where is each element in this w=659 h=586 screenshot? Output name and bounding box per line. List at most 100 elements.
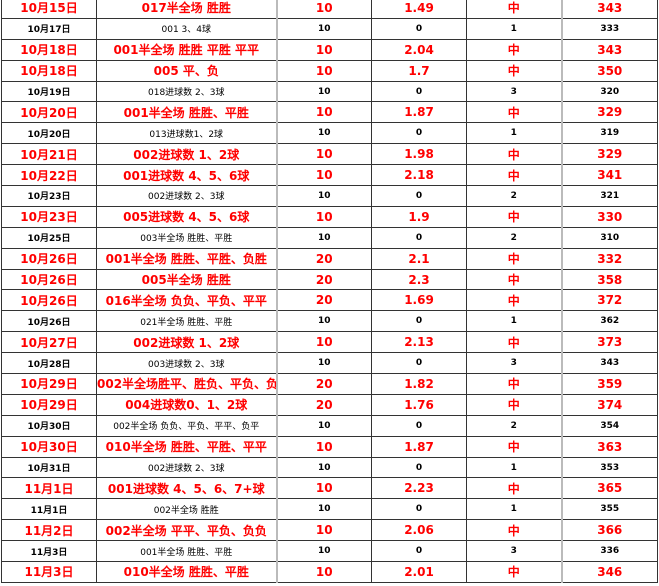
table-row: 10月25日 003半全场 胜胜、平胜 10 0 2 310	[1, 226, 658, 249]
stake-cell: 10	[276, 540, 372, 563]
stake-cell: 10	[276, 17, 372, 40]
pick-cell: 001进球数 4、5、6、7+球	[96, 477, 278, 500]
result-cell: 中	[466, 519, 563, 542]
total-cell: 358	[561, 268, 658, 291]
stake-cell: 20	[276, 289, 372, 312]
result-cell: 1	[466, 456, 563, 479]
odds-cell: 0	[371, 540, 467, 563]
odds-cell: 1.87	[371, 101, 467, 124]
table-row-hit: 10月22日 001进球数 4、5、6球 10 2.18 中 341	[1, 164, 658, 187]
pick-cell: 001 3、4球	[96, 17, 278, 40]
table-row: 11月1日 002半全场 胜胜 10 0 1 355	[1, 498, 658, 521]
table-row-hit: 10月23日 005进球数 4、5、6球 10 1.9 中 330	[1, 205, 658, 228]
table-row: 10月20日 013进球数1、2球 10 0 1 319	[1, 122, 658, 145]
pick-cell: 013进球数1、2球	[96, 122, 278, 145]
date-cell: 11月3日	[1, 561, 97, 583]
odds-cell: 2.1	[371, 247, 467, 270]
table-row-hit: 10月20日 001半全场 胜胜、平胜 10 1.87 中 329	[1, 101, 658, 124]
date-cell: 10月18日	[1, 59, 97, 82]
date-cell: 10月31日	[1, 456, 97, 479]
pick-cell: 016半全场 负负、平负、平平	[96, 289, 278, 312]
odds-cell: 0	[371, 310, 467, 333]
total-cell: 354	[561, 414, 658, 437]
date-cell: 10月19日	[1, 80, 97, 103]
result-cell: 中	[466, 0, 563, 19]
table-row-hit: 10月15日 017半全场 胜胜 10 1.49 中 343	[1, 0, 658, 19]
odds-cell: 2.06	[371, 519, 467, 542]
pick-cell: 002半全场 平平、平负、负负	[96, 519, 278, 542]
result-cell: 中	[466, 435, 563, 458]
odds-cell: 2.04	[371, 38, 467, 61]
date-cell: 10月30日	[1, 414, 97, 437]
pick-cell: 001半全场 胜胜、平胜	[96, 540, 278, 563]
date-cell: 10月15日	[1, 0, 97, 19]
date-cell: 10月20日	[1, 101, 97, 124]
odds-cell: 0	[371, 498, 467, 521]
odds-cell: 0	[371, 80, 467, 103]
total-cell: 365	[561, 477, 658, 500]
total-cell: 329	[561, 101, 658, 124]
table-row-hit: 10月29日 004进球数0、1、2球 20 1.76 中 374	[1, 393, 658, 416]
pick-cell: 017半全场 胜胜	[96, 0, 278, 19]
table-row: 10月26日 021半全场 胜胜、平胜 10 0 1 362	[1, 310, 658, 333]
pick-cell: 002半全场 负负、平负、平平、负平	[96, 414, 278, 437]
total-cell: 374	[561, 393, 658, 416]
date-cell: 11月1日	[1, 477, 97, 500]
result-cell: 中	[466, 331, 563, 354]
stake-cell: 10	[276, 519, 372, 542]
odds-cell: 2.3	[371, 268, 467, 291]
date-cell: 10月27日	[1, 331, 97, 354]
pick-cell: 002进球数 1、2球	[96, 331, 278, 354]
stake-cell: 20	[276, 268, 372, 291]
stake-cell: 10	[276, 185, 372, 207]
table-row: 10月28日 003进球数 2、3球 10 0 3 343	[1, 352, 658, 375]
table-row-hit: 10月18日 001半全场 胜胜 平胜 平平 10 2.04 中 343	[1, 38, 658, 61]
pick-cell: 005进球数 4、5、6球	[96, 205, 278, 228]
odds-cell: 1.82	[371, 373, 467, 395]
result-cell: 中	[466, 205, 563, 228]
odds-cell: 2.23	[371, 477, 467, 500]
total-cell: 343	[561, 38, 658, 61]
date-cell: 10月26日	[1, 310, 97, 333]
stake-cell: 20	[276, 373, 372, 395]
table-row: 10月31日 002进球数 2、3球 10 0 1 353	[1, 456, 658, 479]
total-cell: 346	[561, 561, 658, 583]
total-cell: 341	[561, 164, 658, 187]
total-cell: 333	[561, 17, 658, 40]
pick-cell: 001半全场 胜胜、平胜、负胜	[96, 247, 278, 270]
total-cell: 332	[561, 247, 658, 270]
table-row-hit: 11月1日 001进球数 4、5、6、7+球 10 2.23 中 365	[1, 477, 658, 500]
table-row-hit: 10月30日 010半全场 胜胜、平胜、平平 10 1.87 中 363	[1, 435, 658, 458]
stake-cell: 10	[276, 477, 372, 500]
odds-cell: 2.01	[371, 561, 467, 583]
total-cell: 372	[561, 289, 658, 312]
stake-cell: 10	[276, 310, 372, 333]
total-cell: 363	[561, 435, 658, 458]
result-cell: 中	[466, 247, 563, 270]
odds-cell: 0	[371, 185, 467, 207]
stake-cell: 10	[276, 143, 372, 166]
pick-cell: 002进球数 2、3球	[96, 456, 278, 479]
total-cell: 329	[561, 143, 658, 166]
pick-cell: 010半全场 胜胜、平胜、平平	[96, 435, 278, 458]
stake-cell: 10	[276, 456, 372, 479]
odds-cell: 1.9	[371, 205, 467, 228]
pick-cell: 003进球数 2、3球	[96, 352, 278, 375]
total-cell: 359	[561, 373, 658, 395]
total-cell: 343	[561, 0, 658, 19]
stake-cell: 10	[276, 205, 372, 228]
odds-cell: 0	[371, 456, 467, 479]
pick-cell: 002半全场胜平、胜负、平负、负负	[96, 373, 278, 395]
odds-cell: 0	[371, 17, 467, 40]
stake-cell: 10	[276, 331, 372, 354]
result-cell: 中	[466, 268, 563, 291]
pick-cell: 005半全场 胜胜	[96, 268, 278, 291]
date-cell: 10月26日	[1, 247, 97, 270]
odds-cell: 0	[371, 414, 467, 437]
total-cell: 319	[561, 122, 658, 145]
date-cell: 10月18日	[1, 38, 97, 61]
total-cell: 330	[561, 205, 658, 228]
stake-cell: 10	[276, 226, 372, 249]
table-row-hit: 11月2日 002半全场 平平、平负、负负 10 2.06 中 366	[1, 519, 658, 542]
